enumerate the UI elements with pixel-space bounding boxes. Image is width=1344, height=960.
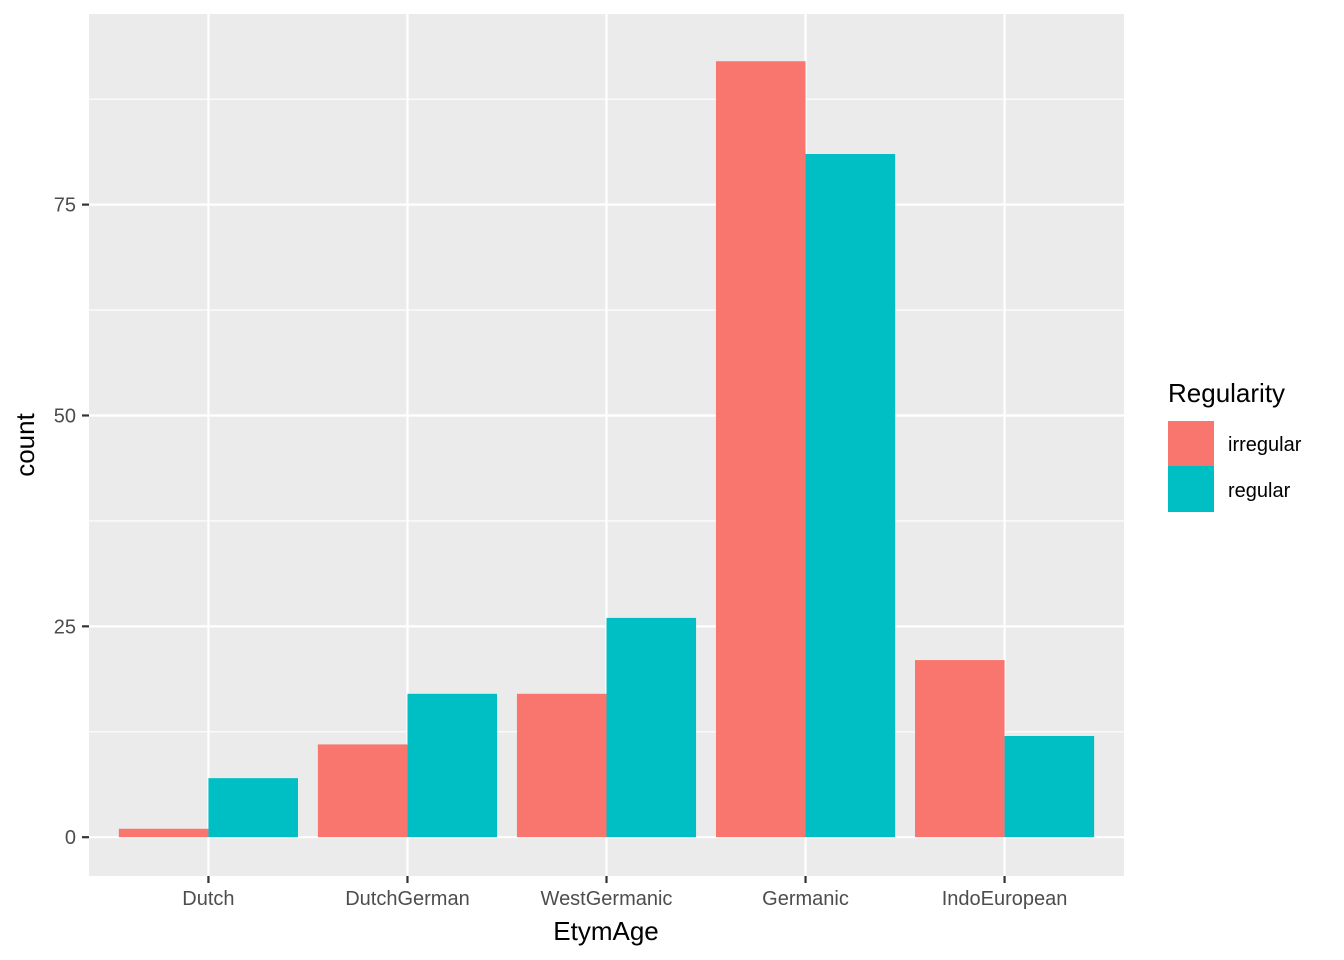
x-axis: Dutch DutchGerman WestGermanic Germanic Indo…	[182, 876, 1067, 910]
bar-regular-WestGermanic	[606, 617, 697, 838]
y-tick-label: 25	[54, 616, 76, 638]
bar-irregular-IndoEuropean	[915, 660, 1005, 838]
legend-label-regular: regular	[1228, 480, 1291, 502]
y-axis: 0 25 50 75	[54, 195, 89, 849]
bar-irregular-DutchGerman	[317, 744, 408, 838]
bar-regular-Dutch	[208, 778, 298, 838]
legend-key-regular	[1168, 466, 1214, 512]
bar-irregular-WestGermanic	[516, 693, 607, 838]
y-tick-label: 75	[54, 195, 76, 217]
x-axis-title: EtymAge	[553, 916, 659, 946]
x-tick-label: Dutch	[182, 888, 234, 910]
legend: Regularity irregular regular	[1168, 378, 1302, 512]
bar-irregular-Germanic	[715, 61, 806, 838]
bar-regular-DutchGerman	[407, 693, 498, 838]
y-tick-label: 0	[65, 827, 76, 849]
bar-irregular-Dutch	[118, 828, 209, 838]
y-tick-label: 50	[54, 405, 76, 427]
bar-regular-Germanic	[805, 154, 896, 838]
legend-key-irregular	[1168, 421, 1214, 466]
x-tick-label: IndoEuropean	[942, 888, 1068, 910]
bars	[118, 61, 1095, 838]
legend-label-irregular: irregular	[1228, 434, 1302, 456]
y-axis-title: count	[10, 412, 40, 476]
legend-title: Regularity	[1168, 378, 1285, 408]
x-tick-label: DutchGerman	[345, 888, 470, 910]
x-tick-label: WestGermanic	[541, 888, 673, 910]
bar-regular-IndoEuropean	[1004, 735, 1095, 838]
x-tick-label: Germanic	[762, 888, 849, 910]
